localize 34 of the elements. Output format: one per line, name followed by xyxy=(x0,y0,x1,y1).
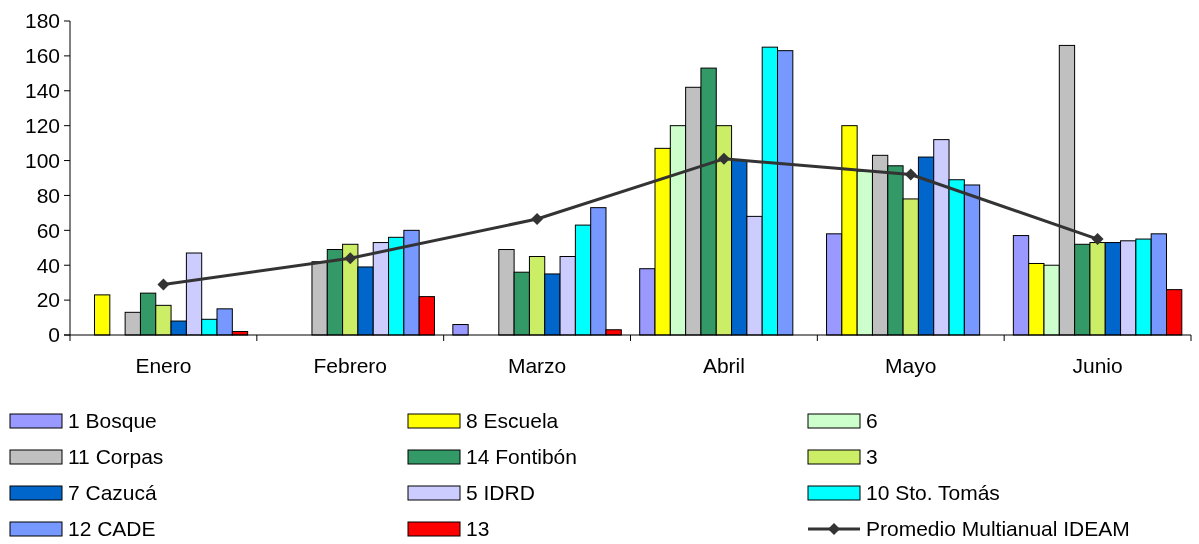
point xyxy=(157,278,170,291)
legend-label: 12 CADE xyxy=(68,517,156,541)
legend-label: 14 Fontibón xyxy=(466,445,577,469)
y-tick-label: 100 xyxy=(24,148,60,172)
point xyxy=(531,212,544,225)
y-tick-label: 160 xyxy=(24,44,60,68)
y-tick-label: 60 xyxy=(36,218,60,242)
x-tick-label: Abril xyxy=(702,354,745,377)
legend-label: Promedio Multianual IDEAM xyxy=(866,517,1130,541)
x-tick-label: Marzo xyxy=(507,354,567,377)
x-tick-label: Enero xyxy=(135,354,192,377)
legend-label: 6 xyxy=(866,409,878,433)
point xyxy=(1091,233,1104,246)
y-tick-label: 120 xyxy=(24,114,60,138)
y-tick-label: 80 xyxy=(36,183,60,207)
y-tick-label: 40 xyxy=(36,253,60,277)
point xyxy=(717,152,730,165)
x-tick-label: Febrero xyxy=(313,354,388,377)
y-tick-label: 0 xyxy=(48,323,60,347)
point xyxy=(344,252,357,265)
legend-label: 7 Cazucá xyxy=(68,481,158,505)
legend-label: 11 Corpas xyxy=(68,445,164,469)
legend-label: 8 Escuela xyxy=(466,409,559,433)
y-tick-label: 180 xyxy=(24,9,60,33)
point xyxy=(904,168,917,181)
legend-label: 3 xyxy=(866,445,878,469)
legend-label: 1 Bosque xyxy=(68,409,157,433)
legend-label: 13 xyxy=(466,517,490,541)
x-tick-label: Junio xyxy=(1072,354,1123,377)
y-tick-label: 140 xyxy=(24,79,60,103)
legend-label: 5 IDRD xyxy=(466,481,535,505)
y-tick-label: 20 xyxy=(36,288,60,312)
x-tick-label: Mayo xyxy=(885,354,937,377)
legend-label: 10 Sto. Tomás xyxy=(866,481,1000,505)
